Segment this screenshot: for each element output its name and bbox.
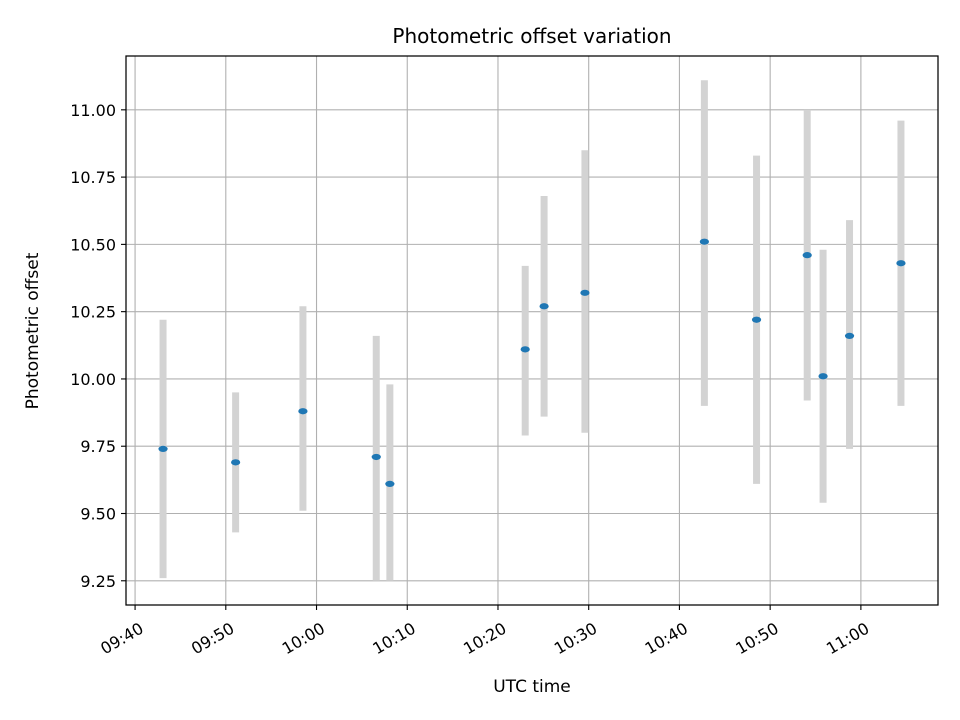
data-point <box>699 238 709 245</box>
data-point <box>818 373 828 380</box>
y-tick-label: 9.75 <box>80 437 116 456</box>
data-point <box>158 445 168 453</box>
y-axis-ticks: 9.25 9.50 9.75 10.00 10.25 10.50 10.75 11.00 <box>70 101 126 591</box>
data-point <box>751 316 762 323</box>
y-axis-title: Photometric offset <box>23 252 43 409</box>
data-point <box>385 480 395 487</box>
plot-frame <box>125 55 939 606</box>
data-point <box>580 289 590 296</box>
data-point <box>539 303 549 310</box>
data-points <box>158 238 906 487</box>
data-point <box>896 260 906 267</box>
y-tick-label: 9.25 <box>80 572 116 591</box>
data-point <box>371 453 381 461</box>
data-point <box>231 459 241 466</box>
y-tick-label: 11.00 <box>70 101 116 120</box>
grid-lines <box>126 56 938 605</box>
y-tick-label: 10.75 <box>70 168 116 187</box>
data-point <box>844 332 855 339</box>
data-point <box>520 346 530 353</box>
data-point <box>802 252 812 259</box>
x-axis-title: UTC time <box>493 677 571 697</box>
data-point <box>298 408 308 415</box>
y-tick-label: 10.00 <box>70 370 116 389</box>
y-tick-label: 9.50 <box>80 505 116 524</box>
y-tick-label: 10.25 <box>70 303 116 322</box>
chart-title: Photometric offset variation <box>392 24 671 48</box>
y-tick-label: 10.50 <box>70 235 116 254</box>
